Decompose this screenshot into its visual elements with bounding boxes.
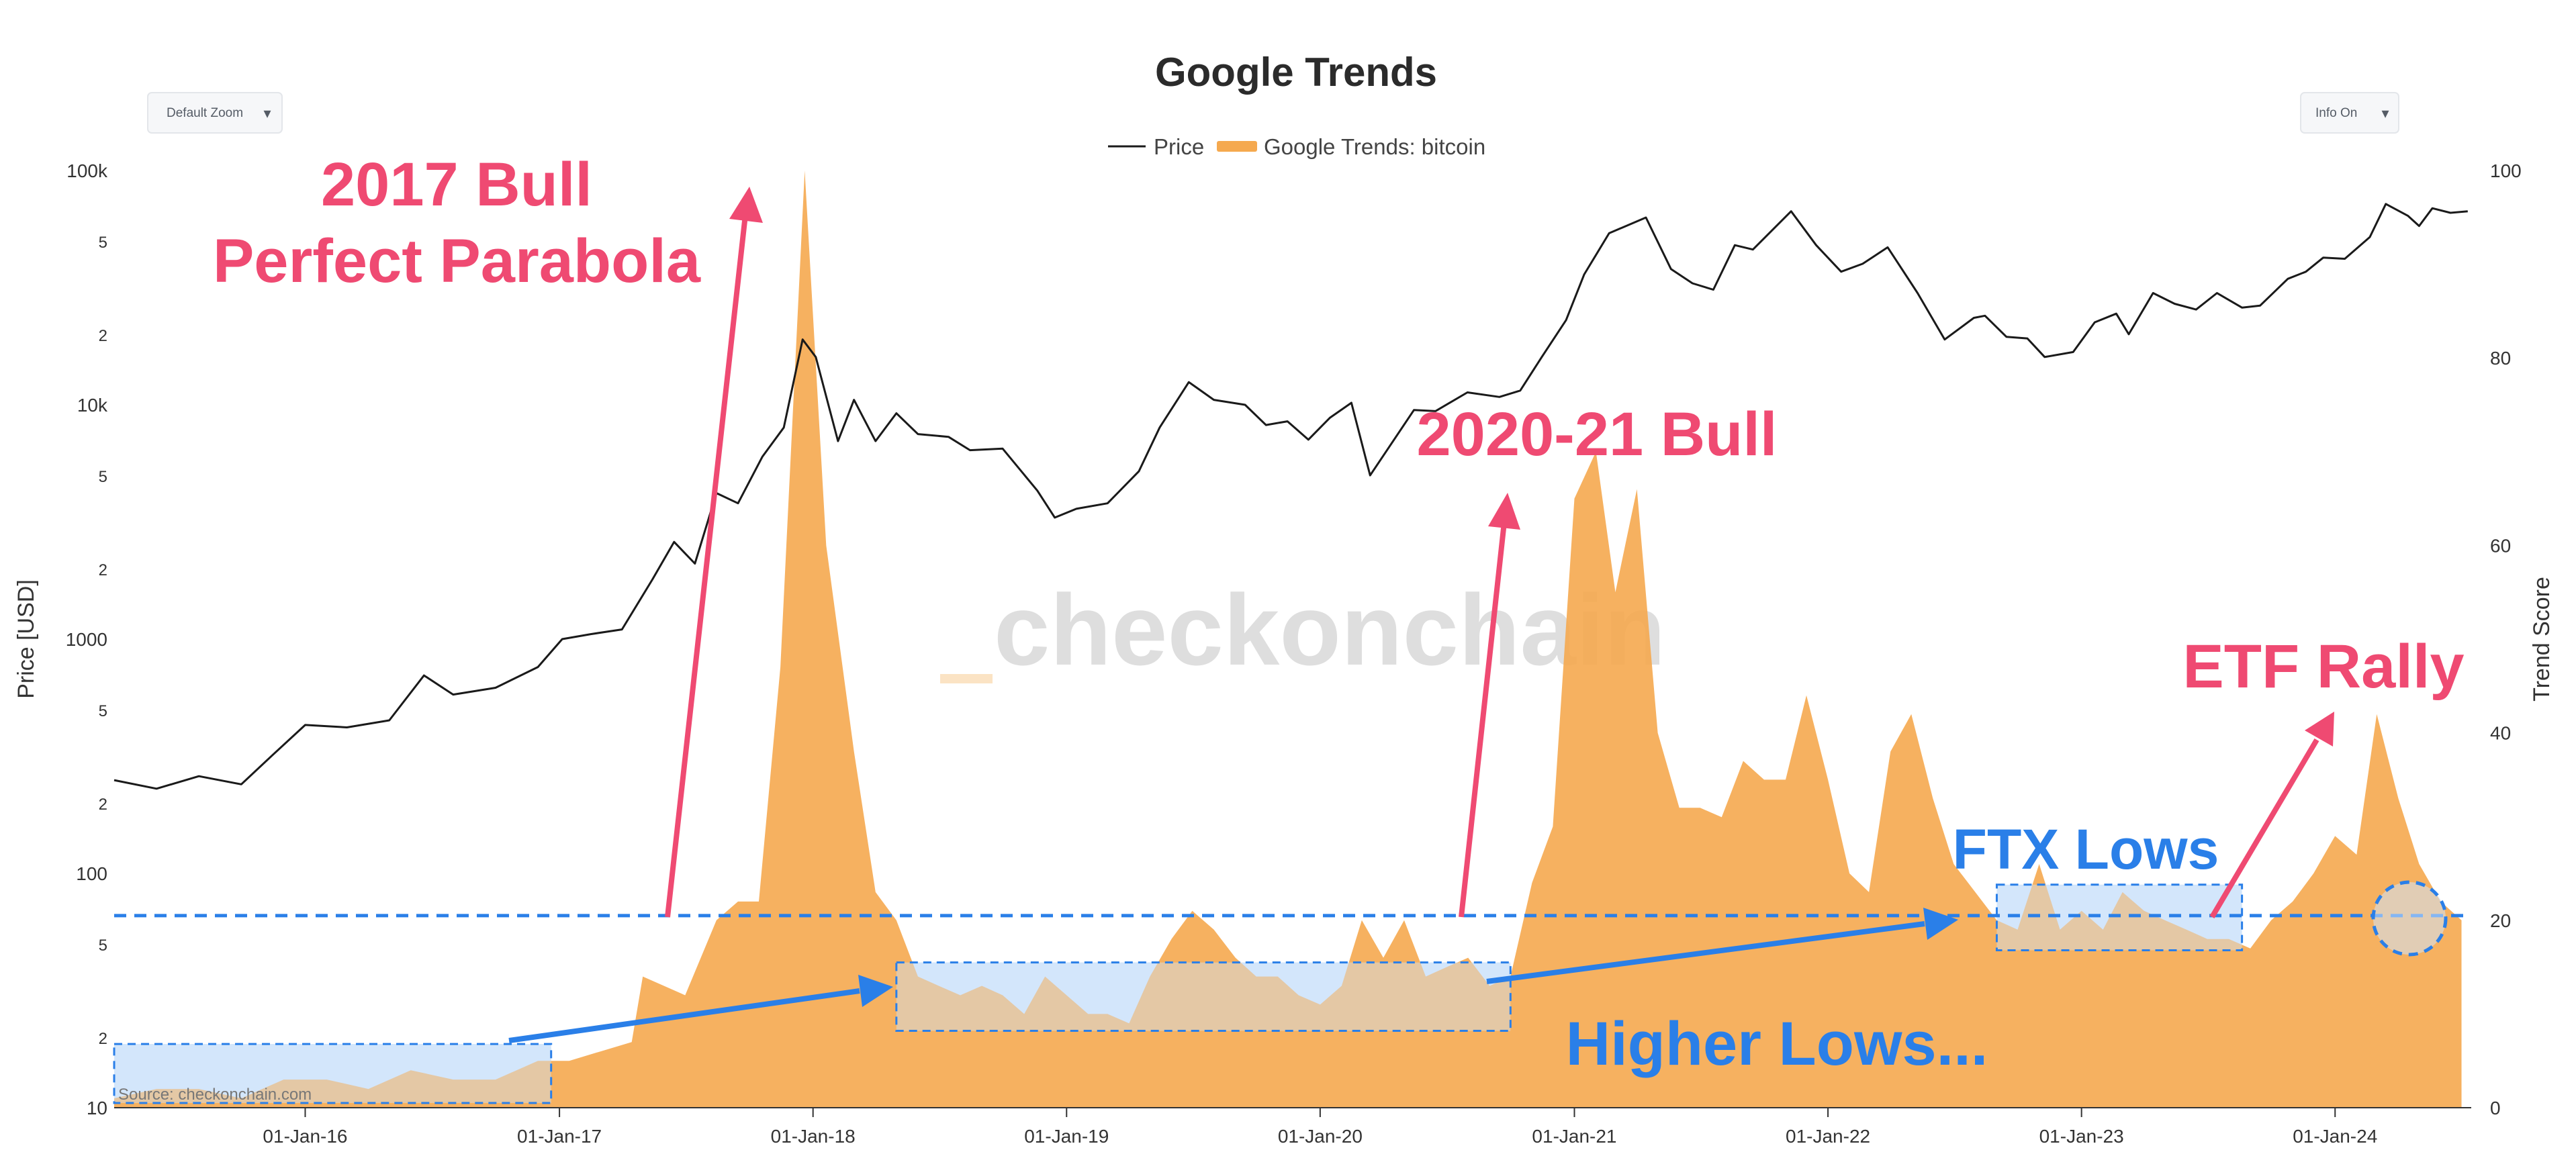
x-tick-label: 01-Jan-19 — [1024, 1126, 1109, 1147]
x-tick-label: 01-Jan-23 — [2039, 1126, 2124, 1147]
highlight-box-outline-3 — [1995, 883, 2244, 951]
arrow-higher-lows-1 — [508, 975, 893, 1043]
annotation-arrows — [508, 187, 2334, 1043]
watermark-dash — [940, 674, 993, 683]
y-left-tick-label: 100 — [76, 863, 107, 884]
chevron-down-icon: ▾ — [2381, 105, 2389, 122]
google-trends-series — [114, 171, 2462, 1108]
watermark-text: checkonchain — [994, 573, 1665, 686]
y-left-tick-label: 5 — [99, 937, 107, 955]
arrow-higher-lows-2 — [1486, 908, 1958, 984]
latest-value-circle — [2371, 880, 2448, 957]
arrow-2017-bull — [665, 187, 763, 918]
google-trends-area — [114, 171, 2462, 1108]
legend-item-google-trends[interactable]: Google Trends: bitcoin — [1217, 134, 1485, 159]
annotation-perfect-parabola: Perfect Parabola — [213, 227, 701, 295]
chevron-down-icon: ▾ — [263, 105, 271, 122]
y-left-tick-label: 2 — [99, 796, 107, 814]
y-left-tick-label: 100k — [66, 160, 108, 181]
legend-label-google-trends: Google Trends: bitcoin — [1264, 134, 1485, 159]
zoom-dropdown-label: Default Zoom — [167, 106, 243, 120]
highlight-box-outlines — [113, 883, 2244, 1104]
info-dropdown[interactable]: Info On ▾ — [2300, 92, 2399, 134]
x-tick-label: 01-Jan-24 — [2293, 1126, 2377, 1147]
y-left-tick-label: 10k — [77, 395, 108, 416]
y-right-tick-label: 0 — [2490, 1098, 2501, 1118]
y-left-tick-label: 2 — [99, 561, 107, 579]
zoom-dropdown[interactable]: Default Zoom ▾ — [147, 92, 283, 134]
legend: Price Google Trends: bitcoin — [1108, 134, 1485, 159]
x-tick-label: 01-Jan-16 — [263, 1126, 347, 1147]
y-right-tick-label: 40 — [2490, 723, 2511, 744]
annotation-2017-bull: 2017 Bull — [321, 150, 592, 219]
y-right-tick-label: 20 — [2490, 910, 2511, 931]
x-tick-label: 01-Jan-17 — [517, 1126, 602, 1147]
info-dropdown-label: Info On — [2315, 106, 2357, 120]
legend-item-price[interactable]: Price — [1108, 134, 1204, 159]
y-left-tick-label: 5 — [99, 468, 107, 486]
y-left-tick-label: 1000 — [66, 629, 107, 650]
y-left-tick-label: 2 — [99, 327, 107, 345]
y-right-tick-label: 60 — [2490, 535, 2511, 556]
arrow-2020-bull — [1459, 493, 1520, 918]
price-line — [113, 203, 2468, 790]
annotation-higher-lows: Higher Lows... — [1566, 1010, 1988, 1078]
annotation-ftx-lows: FTX Lows — [1953, 818, 2219, 881]
watermark: checkonchain — [940, 573, 1665, 686]
arrow-etf-rally — [2209, 712, 2334, 919]
x-tick-label: 01-Jan-18 — [771, 1126, 856, 1147]
y-left-tick-label: 5 — [99, 234, 107, 252]
y-left-tick-label: 5 — [99, 702, 107, 720]
annotation-2020-21-bull: 2020-21 Bull — [1417, 400, 1778, 469]
source-note: Source: checkonchain.com — [118, 1086, 312, 1104]
legend-label-price: Price — [1154, 134, 1204, 159]
x-tick-label: 01-Jan-21 — [1532, 1126, 1616, 1147]
x-tick-label: 01-Jan-20 — [1278, 1126, 1363, 1147]
highlight-box-outline-2 — [895, 961, 1512, 1033]
chart-title: Google Trends — [1155, 50, 1437, 95]
highlight-box-outline-1 — [113, 1043, 553, 1104]
y-left-tick-label: 2 — [99, 1030, 107, 1048]
axes: 01-Jan-16 01-Jan-17 01-Jan-18 01-Jan-19 01-J… — [66, 160, 2522, 1147]
x-tick-label: 01-Jan-22 — [1786, 1126, 1870, 1147]
y-axis-left-title: Price [USD] — [13, 579, 39, 699]
y-right-tick-label: 80 — [2490, 348, 2511, 369]
y-right-tick-label: 100 — [2490, 160, 2522, 181]
price-series — [113, 203, 2468, 790]
y-left-tick-label: 10 — [87, 1098, 107, 1118]
y-axis-right-title: Trend Score — [2529, 577, 2555, 702]
annotation-etf-rally: ETF Rally — [2182, 632, 2464, 701]
